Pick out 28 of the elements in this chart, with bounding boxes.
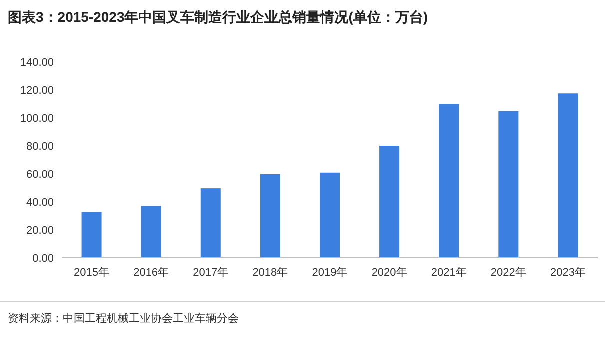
bar bbox=[380, 146, 400, 258]
y-tick-label: 60.00 bbox=[26, 169, 54, 181]
y-tick-label: 120.00 bbox=[20, 85, 54, 97]
y-tick-label: 0.00 bbox=[32, 253, 54, 265]
x-tick-label: 2015年 bbox=[74, 267, 110, 279]
bar bbox=[558, 94, 578, 258]
bar bbox=[82, 212, 102, 258]
y-tick-label: 40.00 bbox=[26, 197, 54, 209]
bar bbox=[260, 174, 280, 258]
chart-title: 图表3：2015-2023年中国叉车制造行业企业总销量情况(单位：万台) bbox=[8, 9, 428, 25]
bar bbox=[498, 111, 519, 258]
y-tick-label: 140.00 bbox=[20, 57, 54, 69]
y-tick-label: 80.00 bbox=[26, 141, 54, 153]
x-tick-label: 2023年 bbox=[550, 267, 586, 279]
x-tick-label: 2018年 bbox=[252, 267, 288, 279]
x-tick-label: 2020年 bbox=[372, 267, 408, 279]
bar bbox=[200, 188, 221, 258]
y-tick-label: 100.00 bbox=[20, 113, 54, 125]
x-tick-label: 2017年 bbox=[193, 267, 229, 279]
text: 资料来源：中国工程机械工业协会工业车辆分会 bbox=[8, 312, 239, 325]
bar bbox=[439, 104, 460, 258]
x-tick-label: 2016年 bbox=[134, 267, 170, 279]
bar bbox=[141, 206, 162, 258]
y-tick-label: 20.00 bbox=[26, 225, 54, 237]
x-tick-label: 2019年 bbox=[312, 267, 348, 279]
bar bbox=[320, 172, 340, 258]
x-tick-label: 2022年 bbox=[490, 267, 526, 279]
x-tick-label: 2021年 bbox=[431, 267, 467, 279]
